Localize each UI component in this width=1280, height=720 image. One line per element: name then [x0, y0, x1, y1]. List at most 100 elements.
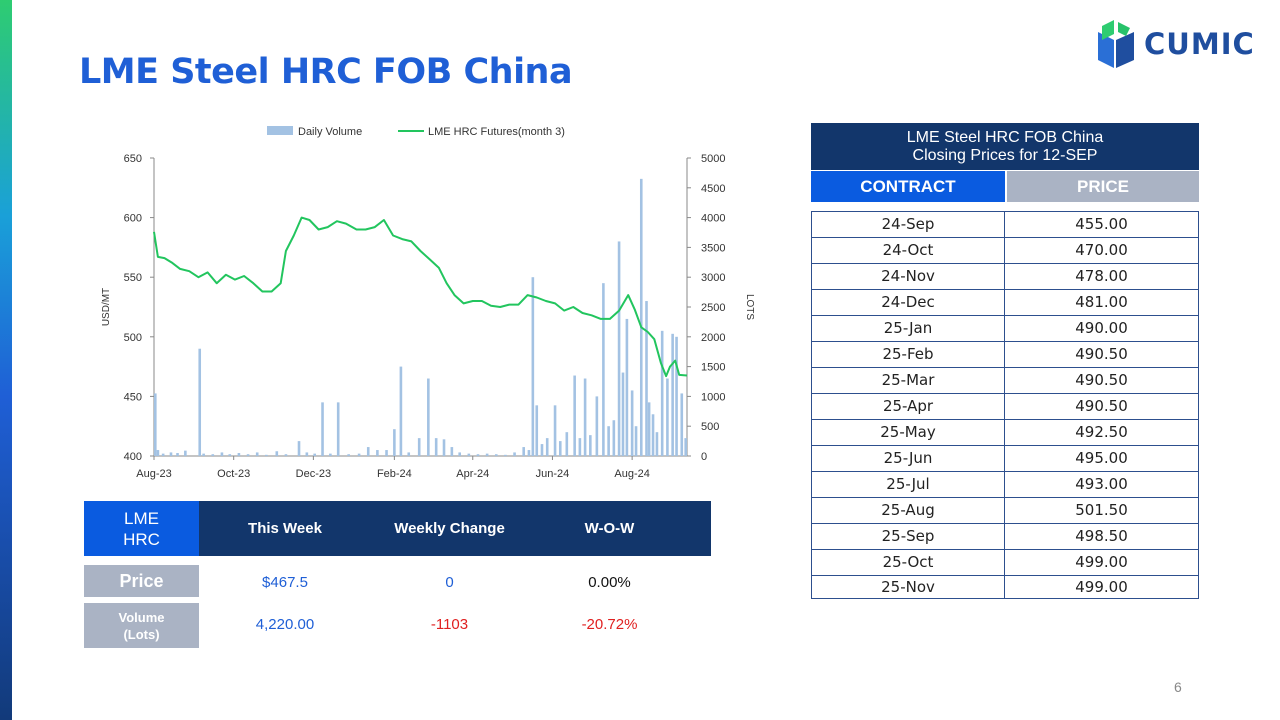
volume-bar [680, 393, 684, 456]
volume-bar [540, 444, 544, 456]
right-tick-label: 3500 [701, 242, 725, 254]
volume-bar [578, 438, 582, 456]
left-accent-bar [0, 0, 12, 720]
price-wow: 0.00% [588, 574, 631, 591]
volume-bar [376, 450, 379, 456]
price-table-row: 24-Nov 478.00 [812, 264, 1198, 290]
volume-bar [630, 390, 634, 456]
price-table-row: 24-Sep 455.00 [812, 212, 1198, 238]
volume-futures-chart: 400 450 500 550 600 650 0 500 1000 1500 2000 2500 30… [101, 126, 755, 480]
volume-bar [176, 453, 179, 456]
contract-cell: 25-Jun [812, 446, 1005, 471]
volume-bar [275, 451, 279, 456]
right-tick-label: 5000 [701, 153, 725, 165]
volume-this-week: 4,220.00 [255, 616, 315, 633]
volume-bar [545, 438, 549, 456]
volume-change: -1103 [430, 616, 469, 633]
price-table-row: 25-Feb 490.50 [812, 342, 1198, 368]
volume-bar [366, 447, 370, 456]
volume-bar [467, 453, 471, 456]
volume-bar [156, 450, 160, 456]
volume-bar [589, 435, 592, 456]
futures-line [153, 216, 688, 378]
right-axis-title: LOTS [744, 294, 755, 320]
price-row-label: Price [84, 565, 199, 597]
price-cell: 490.50 [1075, 397, 1128, 415]
volume-bar [639, 178, 643, 457]
price-cell: 495.00 [1075, 449, 1128, 467]
volume-bar [527, 450, 531, 456]
price-cell: 470.00 [1075, 241, 1128, 259]
volume-bar [513, 452, 516, 456]
volume-bar [535, 405, 539, 456]
volume-bar [607, 426, 610, 456]
volume-bar [684, 438, 687, 456]
legend-volume-swatch [267, 126, 293, 135]
volume-bar [595, 396, 599, 456]
volume-bar [458, 452, 461, 456]
contract-cell: 25-Apr [812, 394, 1005, 419]
volume-bar [531, 277, 535, 456]
closing-prices-title-line2: Closing Prices for 12-SEP [912, 146, 1098, 164]
volume-bar [645, 301, 648, 456]
header-weekly-change: Weekly Change [394, 520, 505, 537]
legend-volume-label: Daily Volume [298, 126, 362, 138]
right-tick-label: 0 [701, 451, 707, 463]
volume-bar [220, 452, 224, 456]
price-cell: 492.50 [1075, 423, 1128, 441]
left-tick-label: 400 [124, 451, 142, 463]
x-tick-label: Aug-24 [614, 468, 649, 480]
volume-bar [427, 378, 430, 456]
volume-bar [154, 393, 157, 456]
volume-bar [583, 378, 587, 456]
logo-text: CUMIC [1144, 27, 1255, 61]
volume-bar [347, 454, 350, 456]
right-tick-label: 1500 [701, 362, 725, 374]
volume-bar [407, 452, 411, 456]
summary-corner: LME HRC [84, 501, 199, 556]
volume-row-label: Volume (Lots) [84, 603, 199, 648]
summary-corner-line2: HRC [123, 529, 160, 549]
price-table-row: 25-Jun 495.00 [812, 446, 1198, 472]
volume-bar [305, 452, 309, 456]
price-table-row: 24-Dec 481.00 [812, 290, 1198, 316]
x-tick-label: Oct-23 [217, 468, 250, 480]
right-tick-label: 4500 [701, 183, 725, 195]
volume-bar [357, 453, 361, 456]
price-table-row: 25-Aug 501.50 [812, 498, 1198, 524]
volume-bar [573, 375, 576, 456]
left-tick-label: 550 [124, 272, 142, 284]
legend-futures-label: LME HRC Futures(month 3) [428, 126, 565, 138]
volume-bar [313, 453, 316, 456]
volume-bar [198, 348, 202, 456]
volume-label-line2: (Lots) [123, 626, 160, 642]
volume-bar [675, 336, 678, 456]
x-tick-label: Dec-23 [296, 468, 331, 480]
price-cell: 478.00 [1075, 267, 1128, 285]
left-tick-label: 650 [124, 153, 142, 165]
page-title: LME Steel HRC FOB China [79, 52, 573, 92]
header-wow: W-O-W [584, 520, 635, 537]
closing-prices-grid: 24-Sep 455.00 24-Oct 470.00 24-Nov 478.00 24-D… [811, 211, 1199, 599]
contract-cell: 24-Dec [812, 290, 1005, 315]
volume-bar [399, 366, 403, 456]
left-axis-title: USD/MT [101, 288, 112, 326]
volume-bar [255, 452, 259, 456]
price-cell: 455.00 [1075, 215, 1128, 233]
volume-bar [671, 333, 674, 456]
volume-bar [621, 372, 625, 456]
contract-cell: 24-Oct [812, 238, 1005, 263]
x-tick-label: Apr-24 [456, 468, 489, 480]
contract-cell: 25-Nov [812, 576, 1005, 598]
contract-cell: 25-Jan [812, 316, 1005, 341]
price-cell: 481.00 [1075, 293, 1128, 311]
price-cell: 490.00 [1075, 319, 1128, 337]
volume-bar [393, 429, 396, 456]
price-cell: 498.50 [1075, 527, 1128, 545]
volume-bar [237, 453, 241, 456]
price-table-row: 25-Apr 490.50 [812, 394, 1198, 420]
volume-bar [202, 453, 205, 456]
contract-column-header: CONTRACT [811, 171, 1005, 202]
x-tick-label: Jun-24 [536, 468, 570, 480]
right-tick-label: 2000 [701, 332, 725, 344]
